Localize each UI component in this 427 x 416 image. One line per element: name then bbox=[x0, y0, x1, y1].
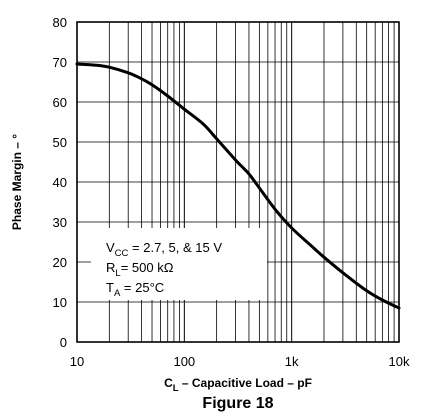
y-tick-label: 50 bbox=[53, 135, 67, 150]
x-axis-label: CL – Capacitive Load – pF bbox=[164, 376, 312, 394]
y-tick-label: 70 bbox=[53, 55, 67, 70]
x-tick-label: 100 bbox=[173, 354, 195, 369]
plot-frame bbox=[76, 21, 400, 343]
annotation-rl: RL= 500 kΩ bbox=[106, 260, 174, 279]
annotation-layer: VCC = 2.7, 5, & 15 V RL= 500 kΩ TA = 25°… bbox=[91, 228, 267, 300]
grid-lines bbox=[77, 22, 399, 342]
y-tick-label: 80 bbox=[53, 15, 67, 30]
y-axis-label: Phase Margin – ° bbox=[10, 134, 24, 230]
x-tick-label: 10 bbox=[70, 354, 84, 369]
y-tick-label: 30 bbox=[53, 215, 67, 230]
y-tick-label: 60 bbox=[53, 95, 67, 110]
annotation-ta: TA = 25°C bbox=[106, 280, 164, 299]
series-layer bbox=[75, 62, 401, 310]
figure-caption: Figure 18 bbox=[202, 395, 273, 412]
x-tick-label: 1k bbox=[285, 354, 299, 369]
y-tick-label: 10 bbox=[53, 295, 67, 310]
annotation-vcc: VCC = 2.7, 5, & 15 V bbox=[106, 240, 222, 259]
y-tick-label: 20 bbox=[53, 255, 67, 270]
y-tick-label: 40 bbox=[53, 175, 67, 190]
x-tick-label: 10k bbox=[389, 354, 410, 369]
phase-margin-curve bbox=[75, 62, 401, 310]
annotation-box bbox=[91, 228, 267, 300]
y-tick-label: 0 bbox=[60, 335, 67, 350]
